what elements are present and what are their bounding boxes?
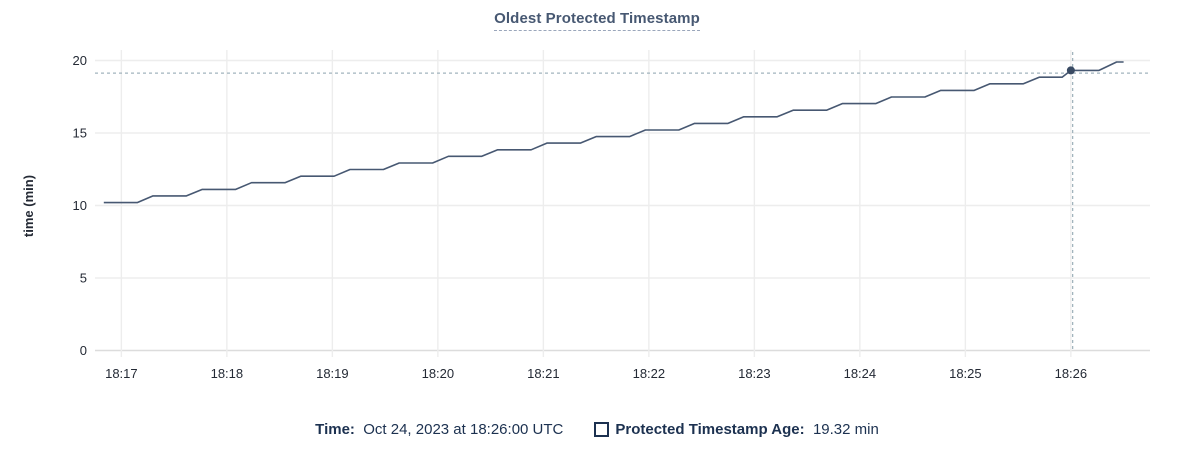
y-tick-label: 5 — [80, 271, 87, 286]
hover-series-group: Protected Timestamp Age: 19.32 min — [594, 421, 879, 438]
hover-legend: Time: Oct 24, 2023 at 18:26:00 UTC Prote… — [0, 421, 1194, 438]
x-tick-label: 18:22 — [633, 366, 666, 381]
x-tick-label: 18:23 — [738, 366, 771, 381]
y-tick-label: 0 — [80, 343, 87, 358]
series-line — [103, 61, 1124, 204]
x-tick-label: 18:25 — [949, 366, 982, 381]
hover-series-label: Protected Timestamp Age: — [615, 421, 805, 438]
hover-time-value: Oct 24, 2023 at 18:26:00 UTC — [363, 421, 564, 438]
y-axis-title: time (min) — [21, 175, 36, 237]
y-tick-label: 20 — [73, 53, 87, 68]
hover-time-label: Time: — [315, 421, 355, 438]
y-tick-label: 10 — [73, 198, 87, 213]
x-tick-label: 18:19 — [316, 366, 349, 381]
x-tick-label: 18:18 — [211, 366, 244, 381]
chart-title[interactable]: Oldest Protected Timestamp — [494, 10, 700, 31]
x-tick-label: 18:24 — [844, 366, 877, 381]
hover-series-value: 19.32 min — [812, 421, 879, 438]
x-tick-label: 18:26 — [1055, 366, 1088, 381]
x-tick-label: 18:20 — [422, 366, 455, 381]
x-tick-label: 18:17 — [105, 366, 138, 381]
x-tick-label: 18:21 — [527, 366, 560, 381]
series-swatch-icon — [594, 422, 610, 437]
hover-time-group: Time: Oct 24, 2023 at 18:26:00 UTC — [315, 421, 563, 438]
timeseries-plot[interactable]: 0 5 10 15 20 18:17 18:18 18:19 18:20 18:21 18:22 18… — [0, 0, 1194, 406]
chart-title-row: Oldest Protected Timestamp — [0, 10, 1194, 31]
hover-dot — [1066, 66, 1075, 75]
y-tick-label: 15 — [73, 126, 87, 141]
